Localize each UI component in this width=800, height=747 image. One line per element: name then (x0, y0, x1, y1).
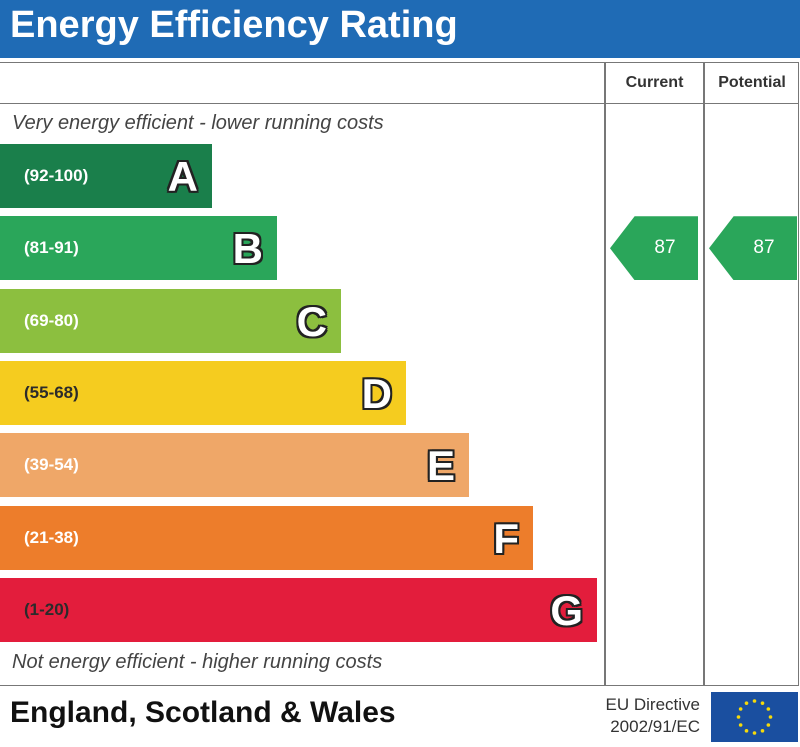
band-letter: C (296, 297, 327, 345)
band-range-label: (55-68) (24, 382, 79, 402)
eu-star (760, 701, 765, 705)
eu-star (766, 723, 771, 727)
band-range-label: (21-38) (24, 527, 79, 547)
potential-rating-value: 87 (753, 237, 775, 259)
header-divider (0, 103, 799, 104)
band-letter: E (426, 442, 455, 490)
current-column-header: Current (625, 74, 684, 91)
band-range-label: (39-54) (24, 455, 79, 475)
band-f: (21-38) F (0, 505, 533, 570)
band-c: (69-80) C (0, 288, 341, 353)
band-range-label: (1-20) (24, 599, 70, 619)
band-letter: G (550, 586, 583, 634)
potential-column-header: Potential (718, 74, 786, 91)
eu-star (752, 699, 757, 703)
eu-directive-line1: EU Directive (605, 695, 700, 714)
eu-stars-icon (736, 699, 773, 735)
band-b: (81-91) B (0, 216, 277, 281)
eu-star (738, 707, 743, 711)
band-letter: F (493, 514, 519, 562)
band-letter: D (361, 369, 392, 417)
eu-star (736, 715, 741, 719)
band-range-label: (92-100) (24, 166, 89, 185)
band-range-label: (81-91) (24, 238, 79, 258)
chart-frame (0, 62, 799, 686)
bottom-note: Not energy efficient - higher running co… (12, 651, 383, 673)
band-e: (39-54) E (0, 433, 469, 498)
eu-star (738, 723, 743, 727)
eu-star (752, 731, 757, 735)
band-d: (55-68) D (0, 360, 406, 425)
eu-star (744, 729, 749, 733)
chart-title: Energy Efficiency Rating (10, 4, 458, 46)
eu-directive-line2: 2002/91/EC (610, 717, 700, 736)
eu-star (768, 715, 773, 719)
eu-flag-icon (711, 692, 798, 742)
band-range-label: (69-80) (24, 310, 79, 330)
eu-star (760, 729, 765, 733)
eu-star (744, 701, 749, 705)
band-g: (1-20) G (0, 577, 597, 642)
current-rating-value: 87 (654, 237, 676, 259)
band-letter: A (167, 153, 198, 200)
band-a: (92-100) A (0, 144, 212, 208)
eu-star (766, 707, 771, 711)
region-label: England, Scotland & Wales (10, 696, 396, 729)
band-letter: B (232, 225, 263, 273)
eu-directive: EU Directive 2002/91/EC (560, 694, 700, 738)
top-note: Very energy efficient - lower running co… (12, 112, 384, 134)
potential-column-divider (703, 62, 705, 685)
current-column-divider (604, 62, 606, 685)
title-bar: Energy Efficiency Rating (0, 0, 800, 58)
